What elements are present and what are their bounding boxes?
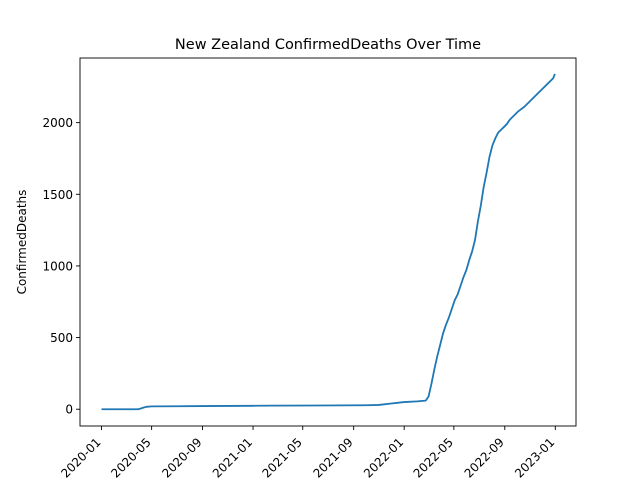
y-axis-label: ConfirmedDeaths	[15, 190, 29, 295]
x-tick-label: 2021-09	[310, 435, 355, 480]
x-tick-label: 2020-01	[58, 435, 103, 480]
x-tick-label: 2020-05	[108, 435, 153, 480]
x-tick-label: 2021-01	[210, 435, 255, 480]
y-tick-label: 0	[65, 403, 73, 417]
x-axis: 2020-01 2020-05 2020-09 2021-01 2021-05 2021-…	[58, 426, 557, 481]
y-tick-label: 2000	[42, 116, 73, 130]
x-tick-label: 2020-09	[159, 435, 204, 480]
y-axis: 0 500 1000 1500 2000	[42, 116, 80, 417]
x-tick-label: 2021-05	[260, 435, 305, 480]
x-tick-label: 2022-05	[411, 435, 456, 480]
plot-area	[101, 73, 556, 411]
y-tick-label: 1500	[42, 188, 73, 202]
y-tick-label: 1000	[42, 259, 73, 273]
plot-frame	[79, 57, 577, 427]
x-tick-label: 2022-01	[361, 435, 406, 480]
chart-title: New Zealand ConfirmedDeaths Over Time	[175, 37, 481, 53]
series-line	[101, 73, 556, 411]
x-tick-label: 2023-01	[512, 435, 557, 480]
y-tick-label: 500	[50, 331, 73, 345]
x-tick-label: 2022-09	[462, 435, 507, 480]
